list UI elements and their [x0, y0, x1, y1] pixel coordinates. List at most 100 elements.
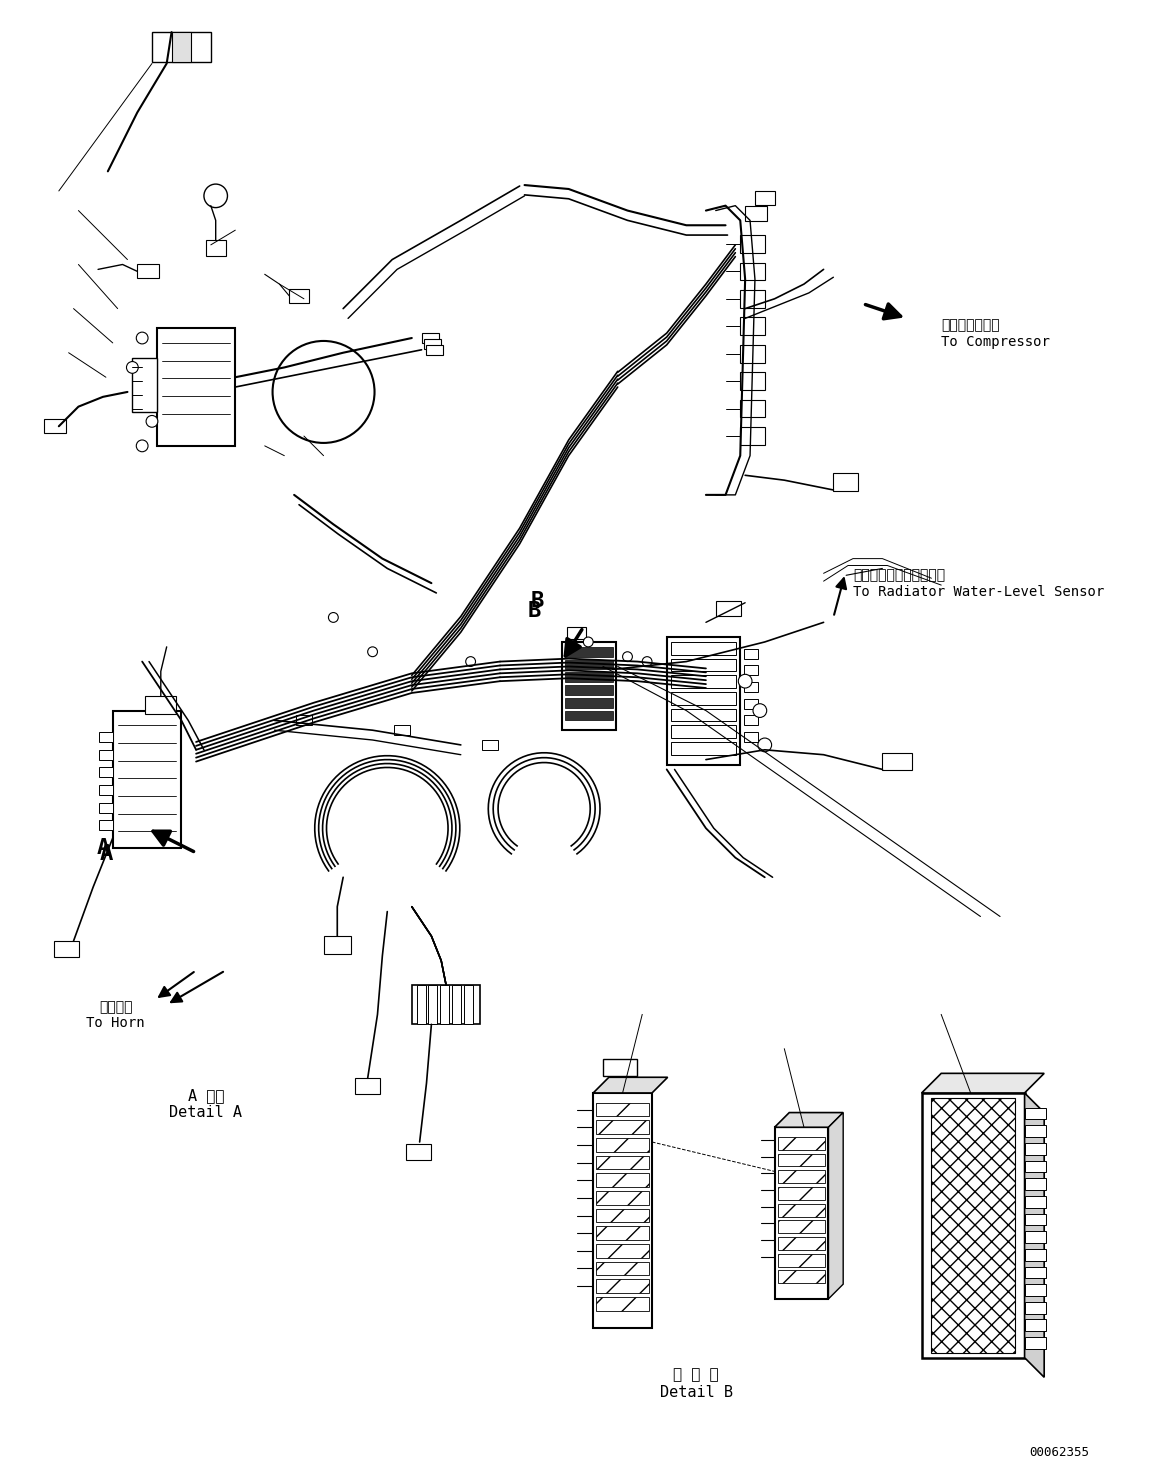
- Bar: [1025, 1302, 1047, 1314]
- Bar: [671, 725, 736, 739]
- Bar: [597, 1261, 649, 1276]
- Text: コンプレッサへ
To Compressor: コンプレッサへ To Compressor: [941, 318, 1050, 349]
- Circle shape: [642, 657, 652, 666]
- Bar: [932, 1098, 1015, 1353]
- Bar: [744, 699, 758, 709]
- Bar: [416, 986, 426, 1024]
- Bar: [834, 474, 858, 491]
- Bar: [152, 33, 211, 62]
- Bar: [597, 1103, 649, 1116]
- Bar: [740, 290, 765, 308]
- Bar: [671, 642, 736, 654]
- Bar: [323, 935, 351, 953]
- Bar: [744, 715, 758, 725]
- Bar: [671, 709, 736, 721]
- Bar: [566, 628, 586, 639]
- Bar: [744, 648, 758, 659]
- Bar: [1025, 1143, 1047, 1154]
- Bar: [602, 1058, 637, 1076]
- Bar: [1025, 1267, 1047, 1279]
- Bar: [428, 986, 437, 1024]
- Bar: [740, 345, 765, 363]
- Bar: [423, 339, 441, 349]
- Text: ラジエータ水位センサへ
To Radiator Water-Level Sensor: ラジエータ水位センサへ To Radiator Water-Level Sens…: [852, 568, 1104, 598]
- Text: 00062355: 00062355: [1029, 1446, 1089, 1459]
- Bar: [1025, 1249, 1047, 1261]
- Bar: [565, 647, 613, 657]
- Bar: [394, 725, 409, 736]
- Bar: [99, 768, 113, 777]
- Bar: [778, 1254, 825, 1267]
- Bar: [715, 601, 741, 617]
- Bar: [755, 191, 775, 204]
- Circle shape: [328, 613, 338, 623]
- Bar: [744, 666, 758, 675]
- Bar: [778, 1171, 825, 1183]
- Bar: [778, 1187, 825, 1200]
- Bar: [464, 986, 472, 1024]
- Circle shape: [127, 361, 138, 373]
- Bar: [355, 1079, 380, 1094]
- Circle shape: [136, 440, 148, 451]
- Bar: [99, 784, 113, 795]
- Text: 日 詳 細
Detail B: 日 詳 細 Detail B: [659, 1368, 733, 1400]
- Bar: [44, 419, 65, 434]
- Circle shape: [584, 636, 593, 647]
- Bar: [1025, 1285, 1047, 1296]
- Text: A: A: [99, 844, 113, 864]
- Polygon shape: [921, 1073, 1044, 1092]
- Bar: [740, 317, 765, 334]
- Bar: [597, 1209, 649, 1222]
- Bar: [53, 941, 79, 956]
- Bar: [99, 820, 113, 830]
- Bar: [597, 1245, 649, 1258]
- Bar: [778, 1270, 825, 1283]
- Bar: [666, 636, 740, 765]
- Circle shape: [147, 416, 158, 428]
- Circle shape: [204, 184, 228, 207]
- Bar: [133, 358, 157, 411]
- Bar: [744, 682, 758, 693]
- Bar: [157, 329, 235, 445]
- Bar: [426, 345, 443, 355]
- Bar: [740, 262, 765, 280]
- Text: A 詳細
Detail A: A 詳細 Detail A: [170, 1088, 242, 1120]
- Bar: [778, 1203, 825, 1217]
- Text: ホーンへ
To Horn: ホーンへ To Horn: [86, 1000, 145, 1030]
- Bar: [671, 693, 736, 704]
- Bar: [99, 802, 113, 813]
- Bar: [597, 1227, 649, 1240]
- Polygon shape: [1025, 1092, 1044, 1378]
- Bar: [775, 1128, 828, 1299]
- Bar: [172, 33, 191, 62]
- Bar: [597, 1296, 649, 1311]
- Bar: [137, 265, 159, 278]
- Bar: [1025, 1214, 1047, 1225]
- Circle shape: [622, 651, 633, 662]
- Text: B: B: [528, 601, 541, 620]
- Circle shape: [758, 739, 771, 752]
- Bar: [99, 750, 113, 759]
- Bar: [1025, 1107, 1047, 1119]
- Bar: [565, 660, 613, 669]
- Bar: [412, 986, 480, 1024]
- Bar: [1025, 1178, 1047, 1190]
- Bar: [671, 675, 736, 688]
- Bar: [597, 1279, 649, 1294]
- Bar: [597, 1174, 649, 1187]
- Bar: [565, 685, 613, 696]
- Text: B: B: [530, 591, 544, 611]
- Bar: [744, 733, 758, 741]
- Bar: [406, 1144, 431, 1160]
- Bar: [1025, 1160, 1047, 1172]
- Bar: [778, 1137, 825, 1150]
- Bar: [441, 986, 449, 1024]
- Bar: [1025, 1231, 1047, 1243]
- Bar: [778, 1221, 825, 1233]
- Bar: [745, 206, 766, 222]
- Bar: [565, 672, 613, 682]
- Text: A: A: [97, 838, 109, 858]
- Bar: [99, 733, 113, 741]
- Bar: [593, 1092, 652, 1328]
- Bar: [145, 696, 177, 713]
